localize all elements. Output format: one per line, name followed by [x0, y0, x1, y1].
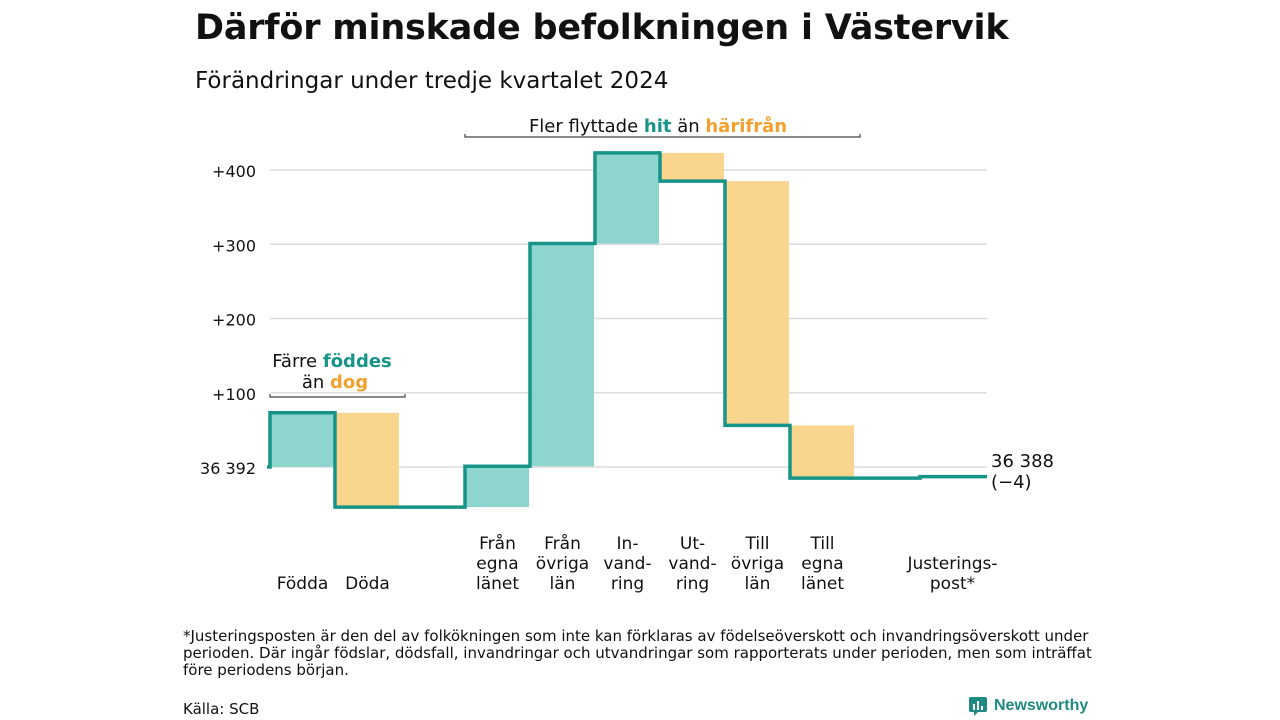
- category-label: Ut-: [680, 534, 705, 554]
- category-label: Födda: [277, 574, 329, 594]
- newsworthy-logo: Newsworthy: [968, 696, 1088, 716]
- category-label: ring: [611, 574, 644, 594]
- y-tick-label: +300: [212, 236, 256, 255]
- category-label: vand-: [603, 554, 651, 574]
- brand-name: Newsworthy: [994, 697, 1089, 714]
- category-label: egna: [801, 554, 843, 574]
- births-bracket: [269, 394, 406, 398]
- bar-chart-icon: [969, 697, 987, 716]
- end-change-label: (−4): [991, 472, 1032, 493]
- y-tick-label: +400: [212, 162, 256, 181]
- category-label: länet: [801, 574, 844, 594]
- y-tick-label: +200: [212, 311, 256, 330]
- end-value-label: 36 388: [991, 451, 1054, 472]
- y-tick-label: +100: [212, 385, 256, 404]
- waterfall-bar: [661, 152, 724, 182]
- waterfall-bar: [271, 412, 334, 467]
- migration-bracket: [464, 134, 861, 138]
- category-label: län: [550, 574, 576, 594]
- annotation-text: Färre: [272, 351, 323, 372]
- category-label: Till: [809, 534, 834, 554]
- waterfall-bar: [726, 181, 789, 426]
- category-label: In-: [617, 534, 639, 554]
- chart-title: Därför minskade befolkningen i Västervik: [195, 8, 1009, 48]
- category-label: egna: [476, 554, 518, 574]
- category-label: Till: [744, 534, 769, 554]
- annotation-text: än: [671, 116, 705, 137]
- births-annotation-line2: än dog: [302, 372, 368, 393]
- category-label: Från: [479, 533, 516, 554]
- waterfall-bar: [791, 425, 854, 479]
- category-label: länet: [476, 574, 519, 594]
- chart-subtitle: Förändringar under tredje kvartalet 2024: [195, 68, 669, 94]
- footnote: *Justeringsposten är den del av folkökni…: [183, 627, 1092, 679]
- annotation-text: Fler flyttade: [529, 116, 644, 137]
- category-label: ring: [676, 574, 709, 594]
- category-label: post*: [930, 574, 975, 594]
- annotation-text: härifrån: [705, 115, 787, 137]
- annotation-text: hit: [644, 116, 672, 137]
- category-label: Från: [544, 533, 581, 554]
- y-tick-label: 36 392: [200, 459, 256, 478]
- annotation-highlight-died: dog: [330, 372, 368, 393]
- waterfall-bar: [336, 412, 399, 508]
- category-label: Döda: [345, 574, 390, 594]
- waterfall-bar: [596, 152, 659, 244]
- category-label: Justerings-: [906, 554, 997, 574]
- category-label: övriga: [731, 554, 784, 574]
- waterfall-bar: [466, 466, 529, 508]
- migration-annotation: Fler flyttade hit än härifrån: [529, 115, 787, 137]
- births-annotation-line1: Färre föddes: [272, 351, 392, 372]
- waterfall-bar: [531, 243, 594, 467]
- source-note: Källa: SCB: [183, 700, 260, 718]
- category-label: län: [745, 574, 771, 594]
- annotation-highlight-born: föddes: [323, 351, 392, 372]
- category-label: vand-: [668, 554, 716, 574]
- annotation-text: än: [302, 372, 330, 393]
- cumulative-step-line: [267, 151, 987, 509]
- category-label: övriga: [536, 554, 589, 574]
